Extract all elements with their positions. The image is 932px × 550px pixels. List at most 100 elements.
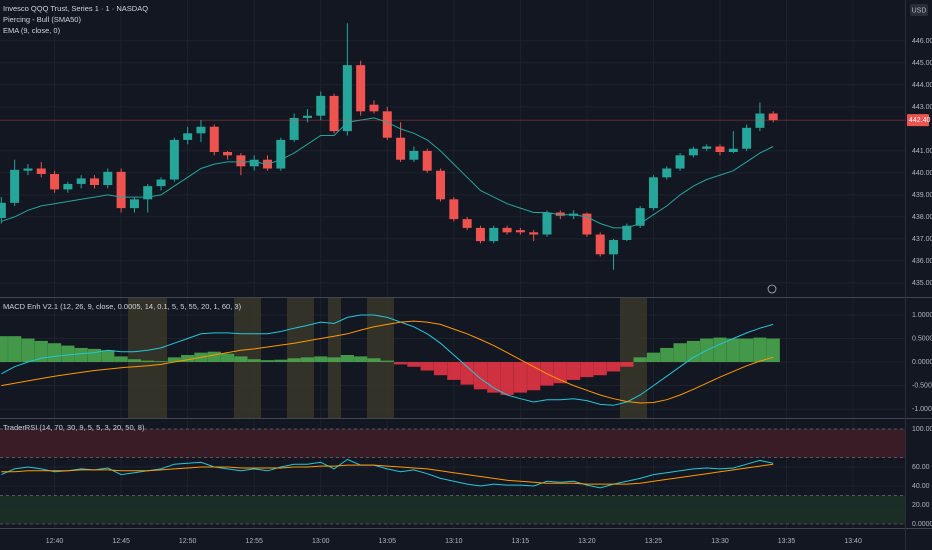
x-tick-label: 13:15 <box>512 538 530 545</box>
currency-badge[interactable] <box>910 4 928 16</box>
candle-body <box>715 146 725 153</box>
x-tick-label: 13:40 <box>844 538 862 545</box>
candle-body <box>329 95 339 132</box>
candle-body <box>89 178 99 186</box>
x-tick-label: 13:20 <box>578 538 596 545</box>
legend-entry: EMA (9, close, 0) <box>3 26 61 35</box>
histogram-bar <box>300 357 315 363</box>
histogram-bar <box>274 359 288 363</box>
histogram-bar <box>340 354 354 363</box>
histogram-bar <box>367 358 381 363</box>
candle-body <box>728 148 738 153</box>
currency[interactable]: USD <box>912 7 927 14</box>
histogram-bar <box>47 343 62 363</box>
histogram-bar <box>580 362 594 378</box>
histogram-bar <box>127 359 142 363</box>
candle-body <box>50 174 60 190</box>
histogram-bar <box>633 357 647 363</box>
y-tick-label: 1.0000 <box>912 312 932 319</box>
histogram-bar <box>726 338 740 363</box>
histogram-bar <box>207 351 221 363</box>
histogram-bar <box>766 338 780 363</box>
candle-body <box>223 152 233 156</box>
y-tick-label: 437.00 <box>912 236 932 243</box>
histogram-bar <box>713 337 727 363</box>
candle-body <box>396 137 406 160</box>
histogram-bar <box>114 356 128 363</box>
candle-body <box>76 178 86 184</box>
y-tick-label: 445.00 <box>912 60 932 67</box>
y-tick-label: 441.00 <box>912 148 932 155</box>
candle-body <box>183 133 193 140</box>
x-tick-label: 13:00 <box>312 538 330 545</box>
x-tick-label: 13:05 <box>379 538 397 545</box>
candle-body <box>609 240 619 255</box>
y-tick-label: 439.00 <box>912 192 932 199</box>
histogram-bar <box>287 358 301 363</box>
y-tick-label: 100.00 <box>912 426 932 433</box>
candle-body <box>342 65 352 132</box>
x-tick-label: 12:55 <box>245 538 263 545</box>
x-tick-label: 12:50 <box>179 538 197 545</box>
y-tick-label: 446.00 <box>912 38 932 45</box>
candle-body <box>169 139 179 180</box>
histogram-bar <box>8 336 22 363</box>
candle-body <box>622 225 632 241</box>
x-tick-label: 12:45 <box>112 538 130 545</box>
histogram-bar <box>327 357 341 363</box>
last-price-label: 442.40 <box>909 117 931 124</box>
y-tick-label: 60.00 <box>912 464 930 471</box>
rsi-line <box>1 458 774 489</box>
candle-body <box>129 199 139 209</box>
histogram-bar <box>646 352 661 363</box>
y-tick-label: -1.0000 <box>912 406 932 413</box>
candle-body <box>63 183 73 190</box>
macd-line <box>1 320 774 404</box>
histogram-bar <box>593 362 607 376</box>
candle-body <box>236 155 246 167</box>
histogram-bar <box>181 354 195 363</box>
candle-body <box>595 234 605 255</box>
histogram-bar <box>101 350 115 363</box>
y-tick-label: 440.00 <box>912 170 932 177</box>
histogram-bar <box>260 360 275 363</box>
macd-line <box>1 314 774 406</box>
macd-title: MACD Enh V2.1 (12, 26, 9, close, 0.0005,… <box>3 302 242 311</box>
histogram-bar <box>500 362 514 395</box>
histogram-bar <box>673 343 687 363</box>
histogram-bar <box>420 362 434 371</box>
candle-body <box>422 150 432 171</box>
candle-body <box>289 117 299 140</box>
histogram-bar <box>141 360 155 363</box>
candle-body <box>36 168 46 175</box>
candle-body <box>555 212 565 216</box>
candle-body <box>382 111 392 138</box>
scroll-icon[interactable] <box>767 284 777 294</box>
candle-body <box>662 168 672 178</box>
x-tick-label: 13:25 <box>645 538 663 545</box>
histogram-bar <box>154 361 168 363</box>
histogram-bar <box>74 347 88 363</box>
histogram-bar <box>513 362 527 393</box>
candle-body <box>635 208 645 226</box>
candle-body <box>10 169 20 203</box>
y-tick-label: 443.00 <box>912 104 932 111</box>
candle-body <box>768 113 778 121</box>
y-tick-label: 438.00 <box>912 214 932 221</box>
histogram-bar <box>620 362 634 367</box>
y-tick-label: -0.5000 <box>912 382 932 389</box>
candle-body <box>249 159 259 167</box>
candle-body <box>103 171 113 186</box>
candle-body <box>688 148 698 156</box>
histogram-bar <box>393 362 408 365</box>
y-tick-label: 436.00 <box>912 258 932 265</box>
histogram-bar <box>460 362 474 385</box>
histogram-bar <box>527 362 541 391</box>
rsi-band <box>0 429 905 458</box>
candle-body <box>369 104 379 112</box>
histogram-bar <box>660 347 674 363</box>
rsi-band <box>0 495 905 525</box>
candle-body <box>302 115 312 118</box>
histogram-bar <box>87 348 102 363</box>
